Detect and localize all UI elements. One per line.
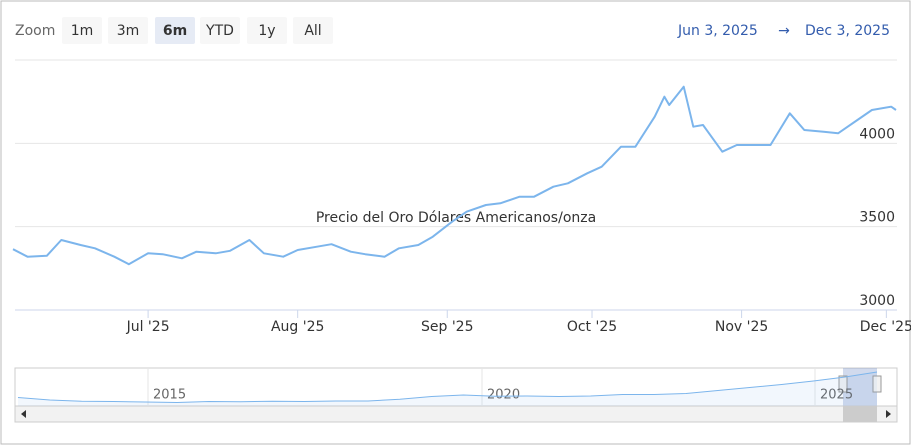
zoom-label: Zoom: [15, 23, 55, 39]
range-button-label[interactable]: 6m: [163, 23, 187, 39]
range-button[interactable]: [62, 17, 102, 44]
navigator-label: 2025: [820, 388, 853, 403]
range-button-label[interactable]: All: [304, 23, 321, 39]
range-button-label[interactable]: 1m: [71, 23, 94, 39]
price-line: [12, 85, 897, 266]
x-tick-label: Sep '25: [421, 319, 474, 335]
navigator-area: [18, 372, 877, 406]
x-tick-label: Dec '25: [860, 319, 911, 335]
range-button-label[interactable]: 1y: [258, 23, 275, 39]
navigator-line: [17, 371, 878, 404]
x-tick-label: Oct '25: [567, 319, 617, 335]
navigator-label: 2020: [487, 388, 520, 403]
range-button[interactable]: [108, 17, 148, 44]
range-button[interactable]: [200, 17, 240, 44]
range-button-label[interactable]: YTD: [205, 23, 234, 39]
navigator-handle[interactable]: [838, 375, 848, 393]
range-button[interactable]: [247, 17, 287, 44]
y-tick-label: 3500: [859, 210, 895, 226]
x-tick-label: Aug '25: [271, 319, 324, 335]
range-to: Dec 3, 2025: [805, 23, 890, 39]
navigator-handle[interactable]: [872, 375, 882, 393]
navigator-label: 2015: [153, 388, 186, 403]
y-tick-label: 4000: [859, 126, 895, 142]
x-tick-label: Nov '25: [715, 319, 768, 335]
range-separator: →: [778, 23, 790, 39]
scrollbar-thumb[interactable]: [843, 406, 877, 422]
range-button-label[interactable]: 3m: [117, 23, 140, 39]
y-tick-label: 3000: [859, 293, 895, 309]
range-button[interactable]: [155, 17, 195, 44]
scrollbar[interactable]: [14, 405, 898, 423]
x-tick-label: Jul '25: [126, 319, 170, 335]
range-button[interactable]: [293, 17, 333, 44]
range-from: Jun 3, 2025: [677, 23, 758, 39]
